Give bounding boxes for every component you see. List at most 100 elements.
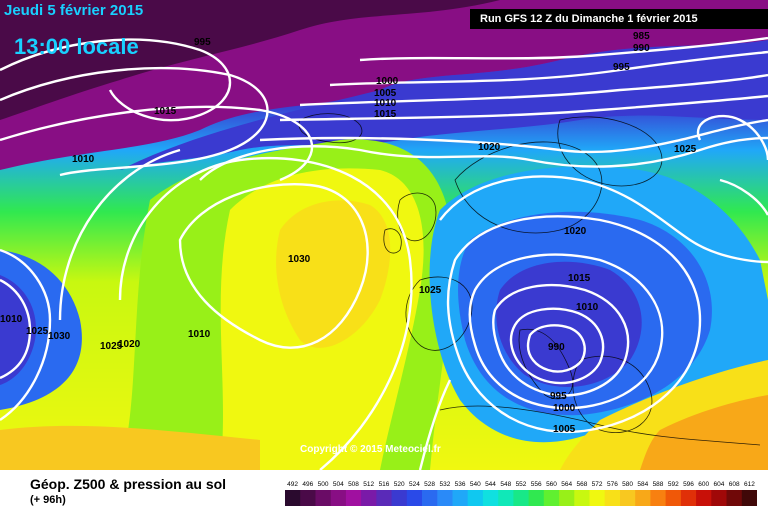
- scale-swatch: [498, 490, 514, 506]
- weather-map: 995 985 990 995 1000 1005 1010 1015 1015…: [0, 0, 768, 470]
- scale-tick-label: 612: [744, 481, 755, 488]
- scale-swatch: [528, 490, 545, 506]
- z500-high-southeast-core: [640, 395, 768, 470]
- scale-tick-label: 596: [683, 481, 694, 488]
- scale-tick-label: 564: [561, 481, 572, 488]
- color-scale: 492 496 500 504 508 512 516 520 524 528 532 536 540 5…: [285, 481, 757, 506]
- scale-tick-label: 504: [333, 481, 344, 488]
- isobar-label: 1030: [288, 254, 311, 265]
- isobar-label: 1010: [576, 302, 599, 313]
- z500-ridge-atlantic-peak: [276, 200, 391, 348]
- isobar-label: 990: [548, 342, 565, 353]
- scale-tick-label: 544: [485, 481, 496, 488]
- scale-tick-label: 512: [363, 481, 374, 488]
- scale-tick-label: 496: [302, 481, 313, 488]
- isobar-label: 1025: [100, 341, 123, 352]
- scale-tick-label: 500: [318, 481, 329, 488]
- scale-tick-label: 580: [622, 481, 633, 488]
- isobar-label: 1020: [564, 226, 587, 237]
- scale-swatch: [361, 490, 377, 506]
- isobar-label: 985: [633, 31, 650, 42]
- scale-swatch: [376, 490, 393, 506]
- isobar-label: 995: [194, 37, 211, 48]
- scale-tick-label: 536: [455, 481, 466, 488]
- scale-tick-label: 552: [516, 481, 527, 488]
- scale-swatch: [559, 490, 575, 506]
- forecast-time: 13:00 locale: [14, 34, 139, 59]
- scale-swatch: [452, 490, 469, 506]
- scale-swatch: [422, 490, 438, 506]
- scale-swatch: [285, 490, 301, 506]
- z500-lowest-band-north: [0, 0, 500, 120]
- scale-tick-label: 600: [698, 481, 709, 488]
- z500-cutoff-low-europe-core: [496, 261, 642, 387]
- scale-swatch: [620, 490, 636, 506]
- scale-swatch: [300, 490, 316, 506]
- scale-swatch: [604, 490, 621, 506]
- isobar-label: 1010: [0, 314, 23, 325]
- scale-swatch: [680, 490, 697, 506]
- z500-high-southwest: [0, 425, 260, 470]
- forecast-date: Jeudi 5 février 2015: [4, 2, 144, 19]
- scale-tick-label: 560: [546, 481, 557, 488]
- scale-swatch: [437, 490, 453, 506]
- z500-trough-west-core: [0, 275, 36, 385]
- scale-tick-label: 588: [653, 481, 664, 488]
- isobar-label: 1010: [374, 98, 397, 109]
- scale-swatch: [345, 490, 362, 506]
- isobar-label: 1030: [48, 331, 71, 342]
- scale-tick-label: 576: [607, 481, 618, 488]
- isobar-label: 1015: [568, 273, 591, 284]
- scale-tick-label: 520: [394, 481, 405, 488]
- isobar-label: 1000: [376, 76, 399, 87]
- scale-tick-label: 548: [500, 481, 511, 488]
- scale-tick-label: 584: [637, 481, 648, 488]
- isobar-label: 1010: [188, 329, 211, 340]
- isobar-label: 1015: [374, 109, 397, 120]
- scale-swatch: [543, 490, 560, 506]
- isobar-label: 995: [550, 391, 567, 402]
- isobar-label: 1020: [478, 142, 501, 153]
- isobar-labels: 995 985 990 995 1000 1005 1010 1015 1015…: [0, 31, 697, 435]
- scale-tick-label: 608: [729, 481, 740, 488]
- scale-swatch: [406, 490, 423, 506]
- model-run-banner: Run GFS 12 Z du Dimanche 1 février 2015: [470, 9, 768, 29]
- scale-swatch: [574, 490, 590, 506]
- scale-tick-label: 508: [348, 481, 359, 488]
- scale-swatch: [726, 490, 743, 506]
- scale-swatch: [513, 490, 530, 506]
- scale-swatch: [650, 490, 667, 506]
- scale-swatch: [741, 490, 757, 506]
- scale-tick-label: 528: [424, 481, 435, 488]
- scale-tick-label: 524: [409, 481, 420, 488]
- scale-tick-label: 492: [287, 481, 298, 488]
- map-title: Géop. Z500 & pression au sol: [30, 476, 227, 492]
- isobar-label: 1020: [118, 339, 141, 350]
- isobar-label: 1025: [674, 144, 697, 155]
- scale-swatch: [665, 490, 682, 506]
- scale-tick-label: 532: [439, 481, 450, 488]
- scale-swatch: [711, 490, 727, 506]
- isobar-label: 995: [613, 62, 630, 73]
- scale-tick-label: 516: [379, 481, 390, 488]
- isobar-label: 1025: [26, 326, 49, 337]
- isobar-label: 990: [633, 43, 650, 54]
- scale-swatch: [467, 490, 484, 506]
- scale-swatch: [635, 490, 651, 506]
- scale-swatch: [391, 490, 408, 506]
- isobars: [0, 36, 768, 470]
- scale-swatch: [589, 490, 606, 506]
- scale-tick-label: 568: [576, 481, 587, 488]
- forecast-lead-time: (+ 96h): [30, 494, 66, 506]
- scale-swatch: [482, 490, 499, 506]
- isobar-label: 1005: [374, 88, 397, 99]
- isobar-label: 1000: [553, 403, 576, 414]
- scale-swatch: [696, 490, 712, 506]
- scale-tick-label: 556: [531, 481, 542, 488]
- isobar-label: 1005: [553, 424, 576, 435]
- scale-tick-label: 592: [668, 481, 679, 488]
- scale-tick-label: 572: [592, 481, 603, 488]
- scale-swatch: [315, 490, 332, 506]
- isobar-label: 1010: [72, 154, 95, 165]
- isobar-label: 1025: [419, 285, 442, 296]
